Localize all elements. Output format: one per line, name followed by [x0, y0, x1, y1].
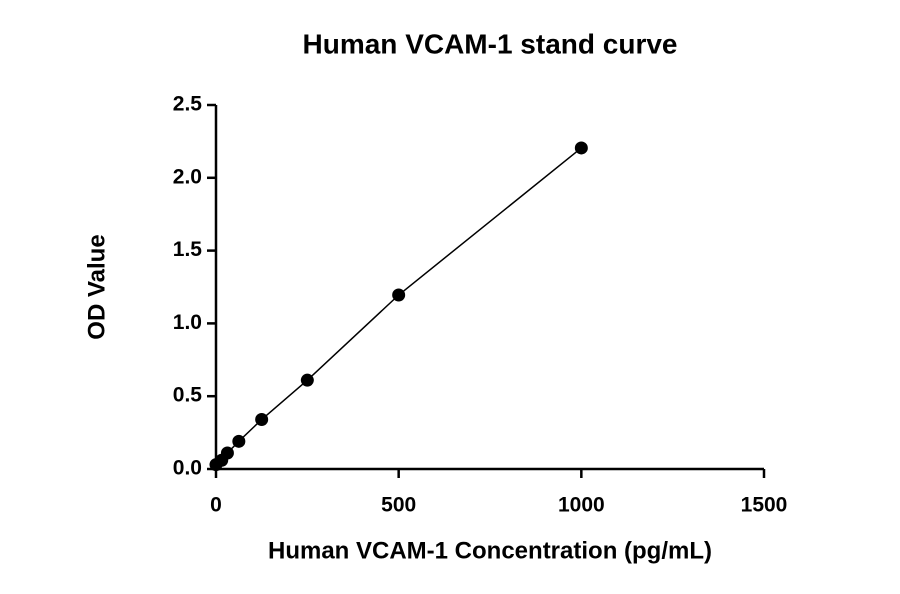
y-tick-label: 1.5 — [173, 238, 203, 261]
y-tick-label: 0.0 — [173, 457, 202, 480]
y-tick-label: 2.5 — [173, 93, 203, 116]
data-point — [392, 288, 406, 302]
data-point — [300, 373, 314, 387]
x-tick-label: 0 — [210, 494, 222, 517]
data-point — [232, 434, 246, 448]
y-axis-title: OD Value — [83, 234, 110, 339]
data-point — [220, 446, 234, 460]
y-tick-label: 2.0 — [173, 165, 202, 188]
y-tick-label: 0.5 — [173, 384, 203, 407]
data-point — [574, 141, 588, 155]
chart-title: Human VCAM-1 stand curve — [303, 28, 678, 59]
y-tick-label: 1.0 — [173, 311, 202, 334]
fit-curve — [215, 147, 582, 466]
x-axis-title: Human VCAM-1 Concentration (pg/mL) — [268, 537, 712, 564]
x-tick-label: 500 — [381, 494, 416, 517]
x-tick-label: 1000 — [558, 494, 605, 517]
x-tick-label: 1500 — [741, 494, 788, 517]
data-point — [255, 412, 269, 426]
